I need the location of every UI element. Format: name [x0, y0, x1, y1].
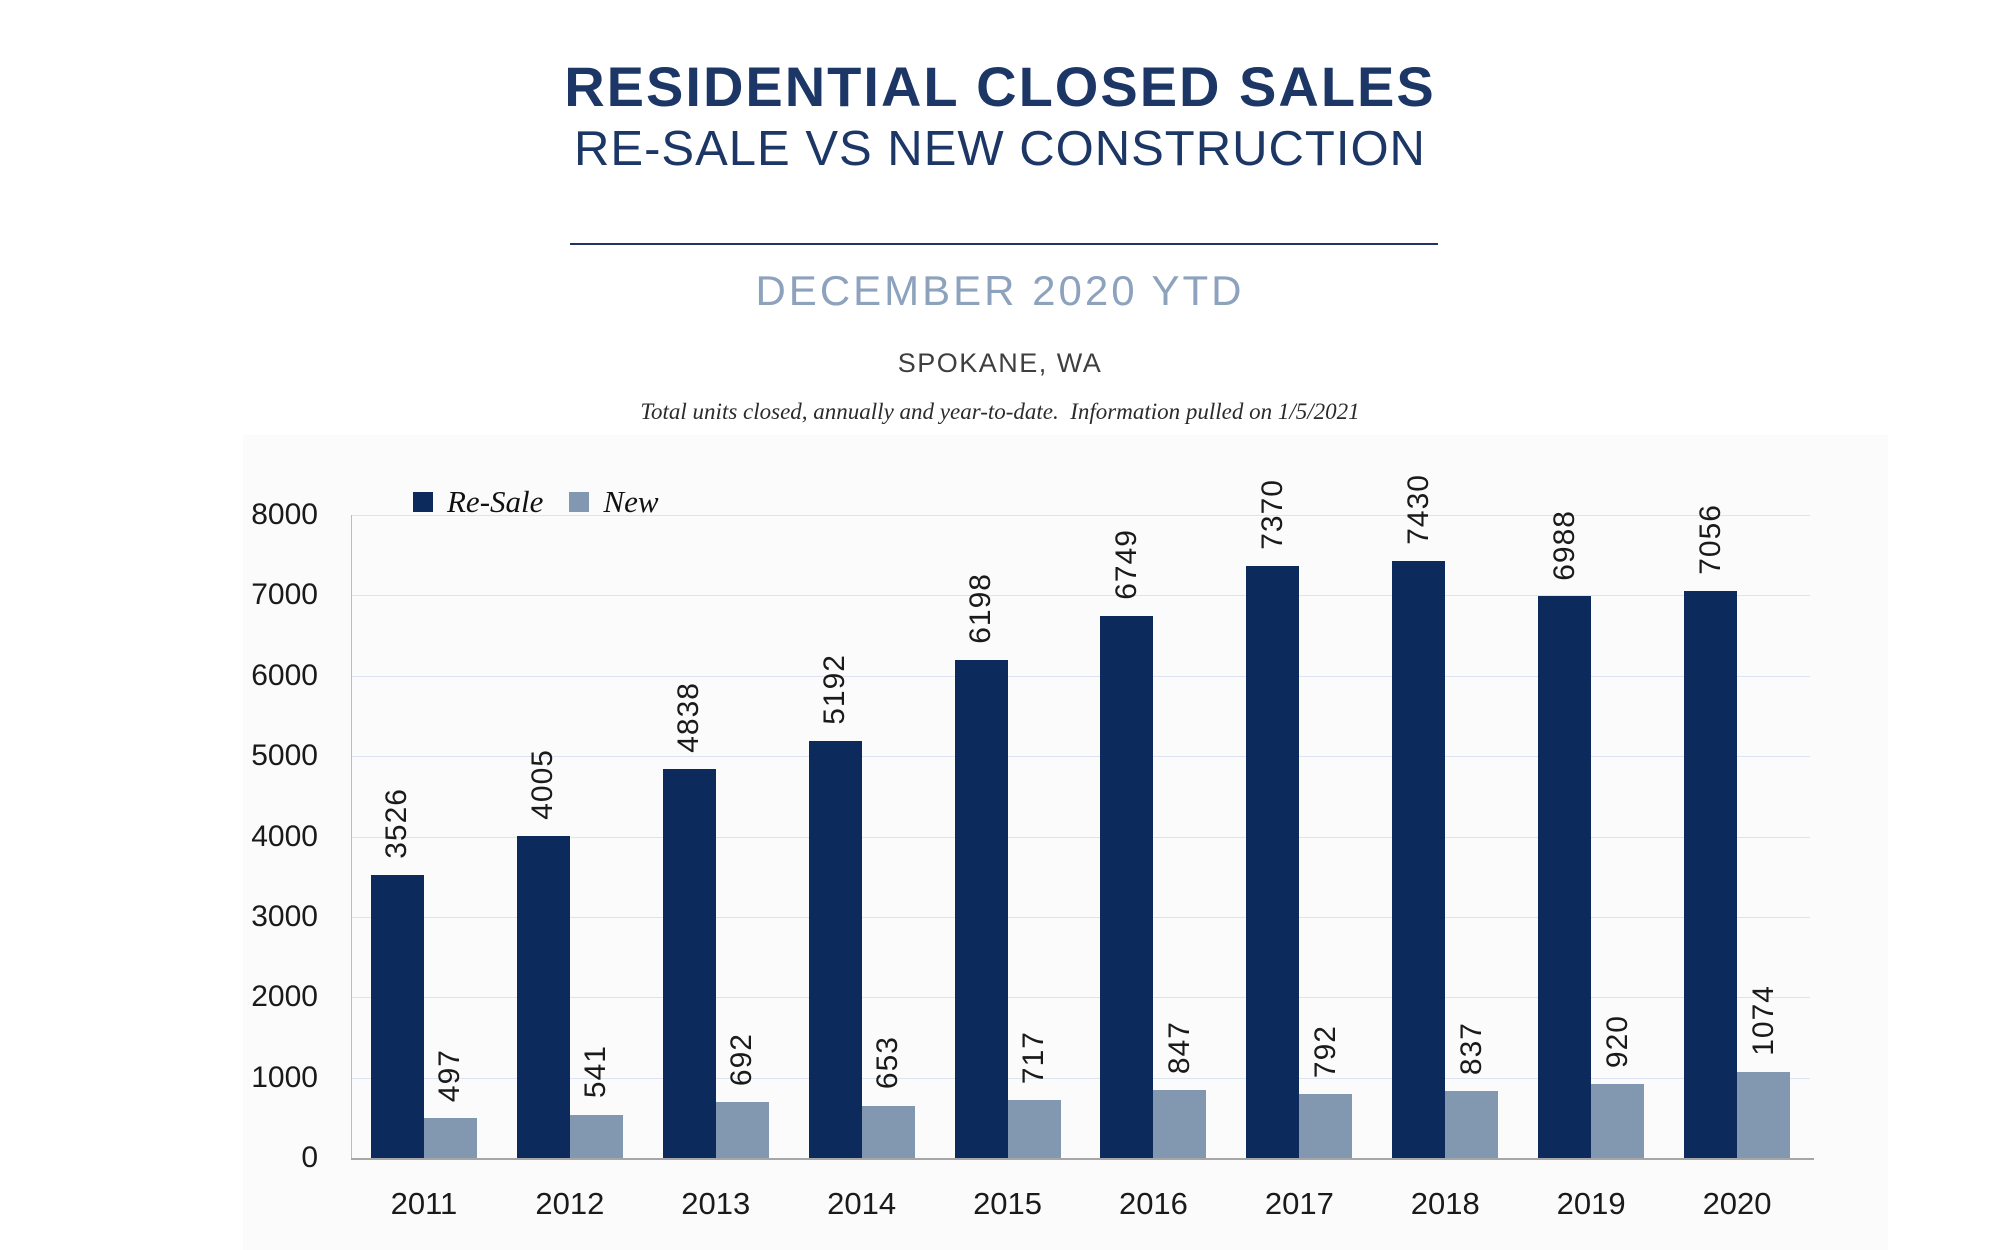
x-axis-year-label: 2019 [1556, 1186, 1626, 1221]
bar-value-label: 837 [1454, 1021, 1488, 1075]
bar-resale-2020 [1684, 590, 1738, 1158]
gridline-3000 [351, 916, 1810, 918]
x-axis-year-label: 2013 [681, 1186, 751, 1221]
x-axis-year-label: 2018 [1410, 1186, 1480, 1221]
y-axis-tick-label: 3000 [251, 899, 318, 933]
legend-label: Re-Sale [447, 484, 544, 519]
bar-value-label: 653 [871, 1036, 905, 1090]
y-axis-tick-label: 0 [301, 1141, 318, 1174]
bar-value-label: 541 [579, 1045, 613, 1099]
x-axis-year-label: 2012 [535, 1186, 605, 1221]
bar-value-label: 4005 [526, 749, 560, 821]
x-axis-line [351, 1158, 1814, 1160]
y-axis-tick-label: 4000 [251, 819, 318, 853]
page-subtitle: RE-SALE VS NEW CONSTRUCTION [574, 122, 1426, 176]
bar-value-label: 3526 [380, 787, 414, 859]
bar-new-2011 [423, 1118, 477, 1158]
bar-new-2015 [1007, 1100, 1061, 1158]
bar-resale-2017 [1246, 565, 1300, 1158]
bar-value-label: 792 [1308, 1025, 1342, 1079]
bar-resale-2012 [516, 836, 570, 1158]
footnote-label: Total units closed, annually and year-to… [640, 399, 1360, 424]
y-axis-tick-label: 6000 [251, 658, 318, 692]
bar-resale-2015 [954, 659, 1008, 1158]
bar-new-2012 [569, 1114, 623, 1158]
x-axis-year-label: 2014 [827, 1186, 897, 1221]
bar-value-label: 717 [1017, 1031, 1051, 1085]
y-axis-tick-label: 8000 [251, 498, 318, 531]
x-axis-year-label: 2020 [1702, 1186, 1772, 1221]
bar-new-2017 [1299, 1094, 1353, 1158]
gridline-2000 [351, 997, 1810, 999]
bar-new-2016 [1153, 1089, 1207, 1158]
x-axis-year-label: 2015 [973, 1186, 1043, 1221]
gridline-5000 [351, 756, 1810, 758]
legend-swatch-resale [413, 491, 433, 512]
bar-value-label: 4838 [672, 682, 706, 754]
x-axis-year-label: 2011 [390, 1186, 458, 1221]
page-title: RESIDENTIAL CLOSED SALES [564, 55, 1436, 118]
gridline-6000 [351, 675, 1810, 677]
x-axis-year-label: 2016 [1118, 1186, 1188, 1221]
y-axis-tick-label: 1000 [251, 1060, 318, 1094]
bar-value-label: 7370 [1255, 478, 1289, 550]
bar-new-2018 [1445, 1090, 1499, 1158]
bar-resale-2014 [808, 740, 862, 1158]
bar-new-2013 [715, 1102, 769, 1158]
title-divider [570, 243, 1438, 245]
bar-value-label: 1074 [1746, 984, 1780, 1056]
bar-value-label: 497 [433, 1049, 467, 1103]
chart-legend: Re-Sale New [413, 486, 659, 517]
bar-resale-2018 [1392, 560, 1446, 1158]
bar-value-label: 7056 [1693, 504, 1727, 575]
legend-swatch-new [569, 491, 590, 512]
y-axis-line [351, 515, 352, 1158]
x-axis-year-label: 2017 [1264, 1186, 1334, 1221]
bar-value-label: 847 [1162, 1020, 1196, 1074]
bar-value-label: 5192 [818, 653, 852, 725]
location-label: SPOKANE, WA [897, 348, 1103, 378]
legend-label: New [603, 484, 659, 519]
legend-item-resale: Re-Sale [413, 486, 543, 517]
gridline-7000 [351, 595, 1810, 597]
gridline-4000 [351, 836, 1810, 838]
bar-value-label: 6988 [1547, 509, 1581, 581]
period-label: DECEMBER 2020 YTD [755, 267, 1245, 314]
bar-resale-2013 [662, 769, 716, 1158]
y-axis-tick-label: 5000 [251, 739, 318, 773]
gridline-8000 [351, 515, 1810, 516]
bar-resale-2016 [1100, 615, 1154, 1158]
bar-value-label: 7430 [1401, 474, 1435, 545]
y-axis-tick-label: 7000 [251, 578, 318, 612]
gridline-1000 [351, 1077, 1810, 1079]
bar-value-label: 692 [725, 1033, 759, 1087]
bar-new-2020 [1737, 1071, 1791, 1158]
bar-new-2014 [861, 1105, 915, 1158]
bar-resale-2011 [370, 874, 424, 1158]
legend-item-new: New [569, 484, 659, 519]
bar-value-label: 6749 [1109, 528, 1143, 600]
bar-new-2019 [1591, 1084, 1645, 1158]
bar-resale-2019 [1538, 596, 1592, 1158]
bar-value-label: 920 [1600, 1015, 1634, 1069]
bar-value-label: 6198 [964, 573, 998, 644]
y-axis-tick-label: 2000 [251, 980, 318, 1014]
